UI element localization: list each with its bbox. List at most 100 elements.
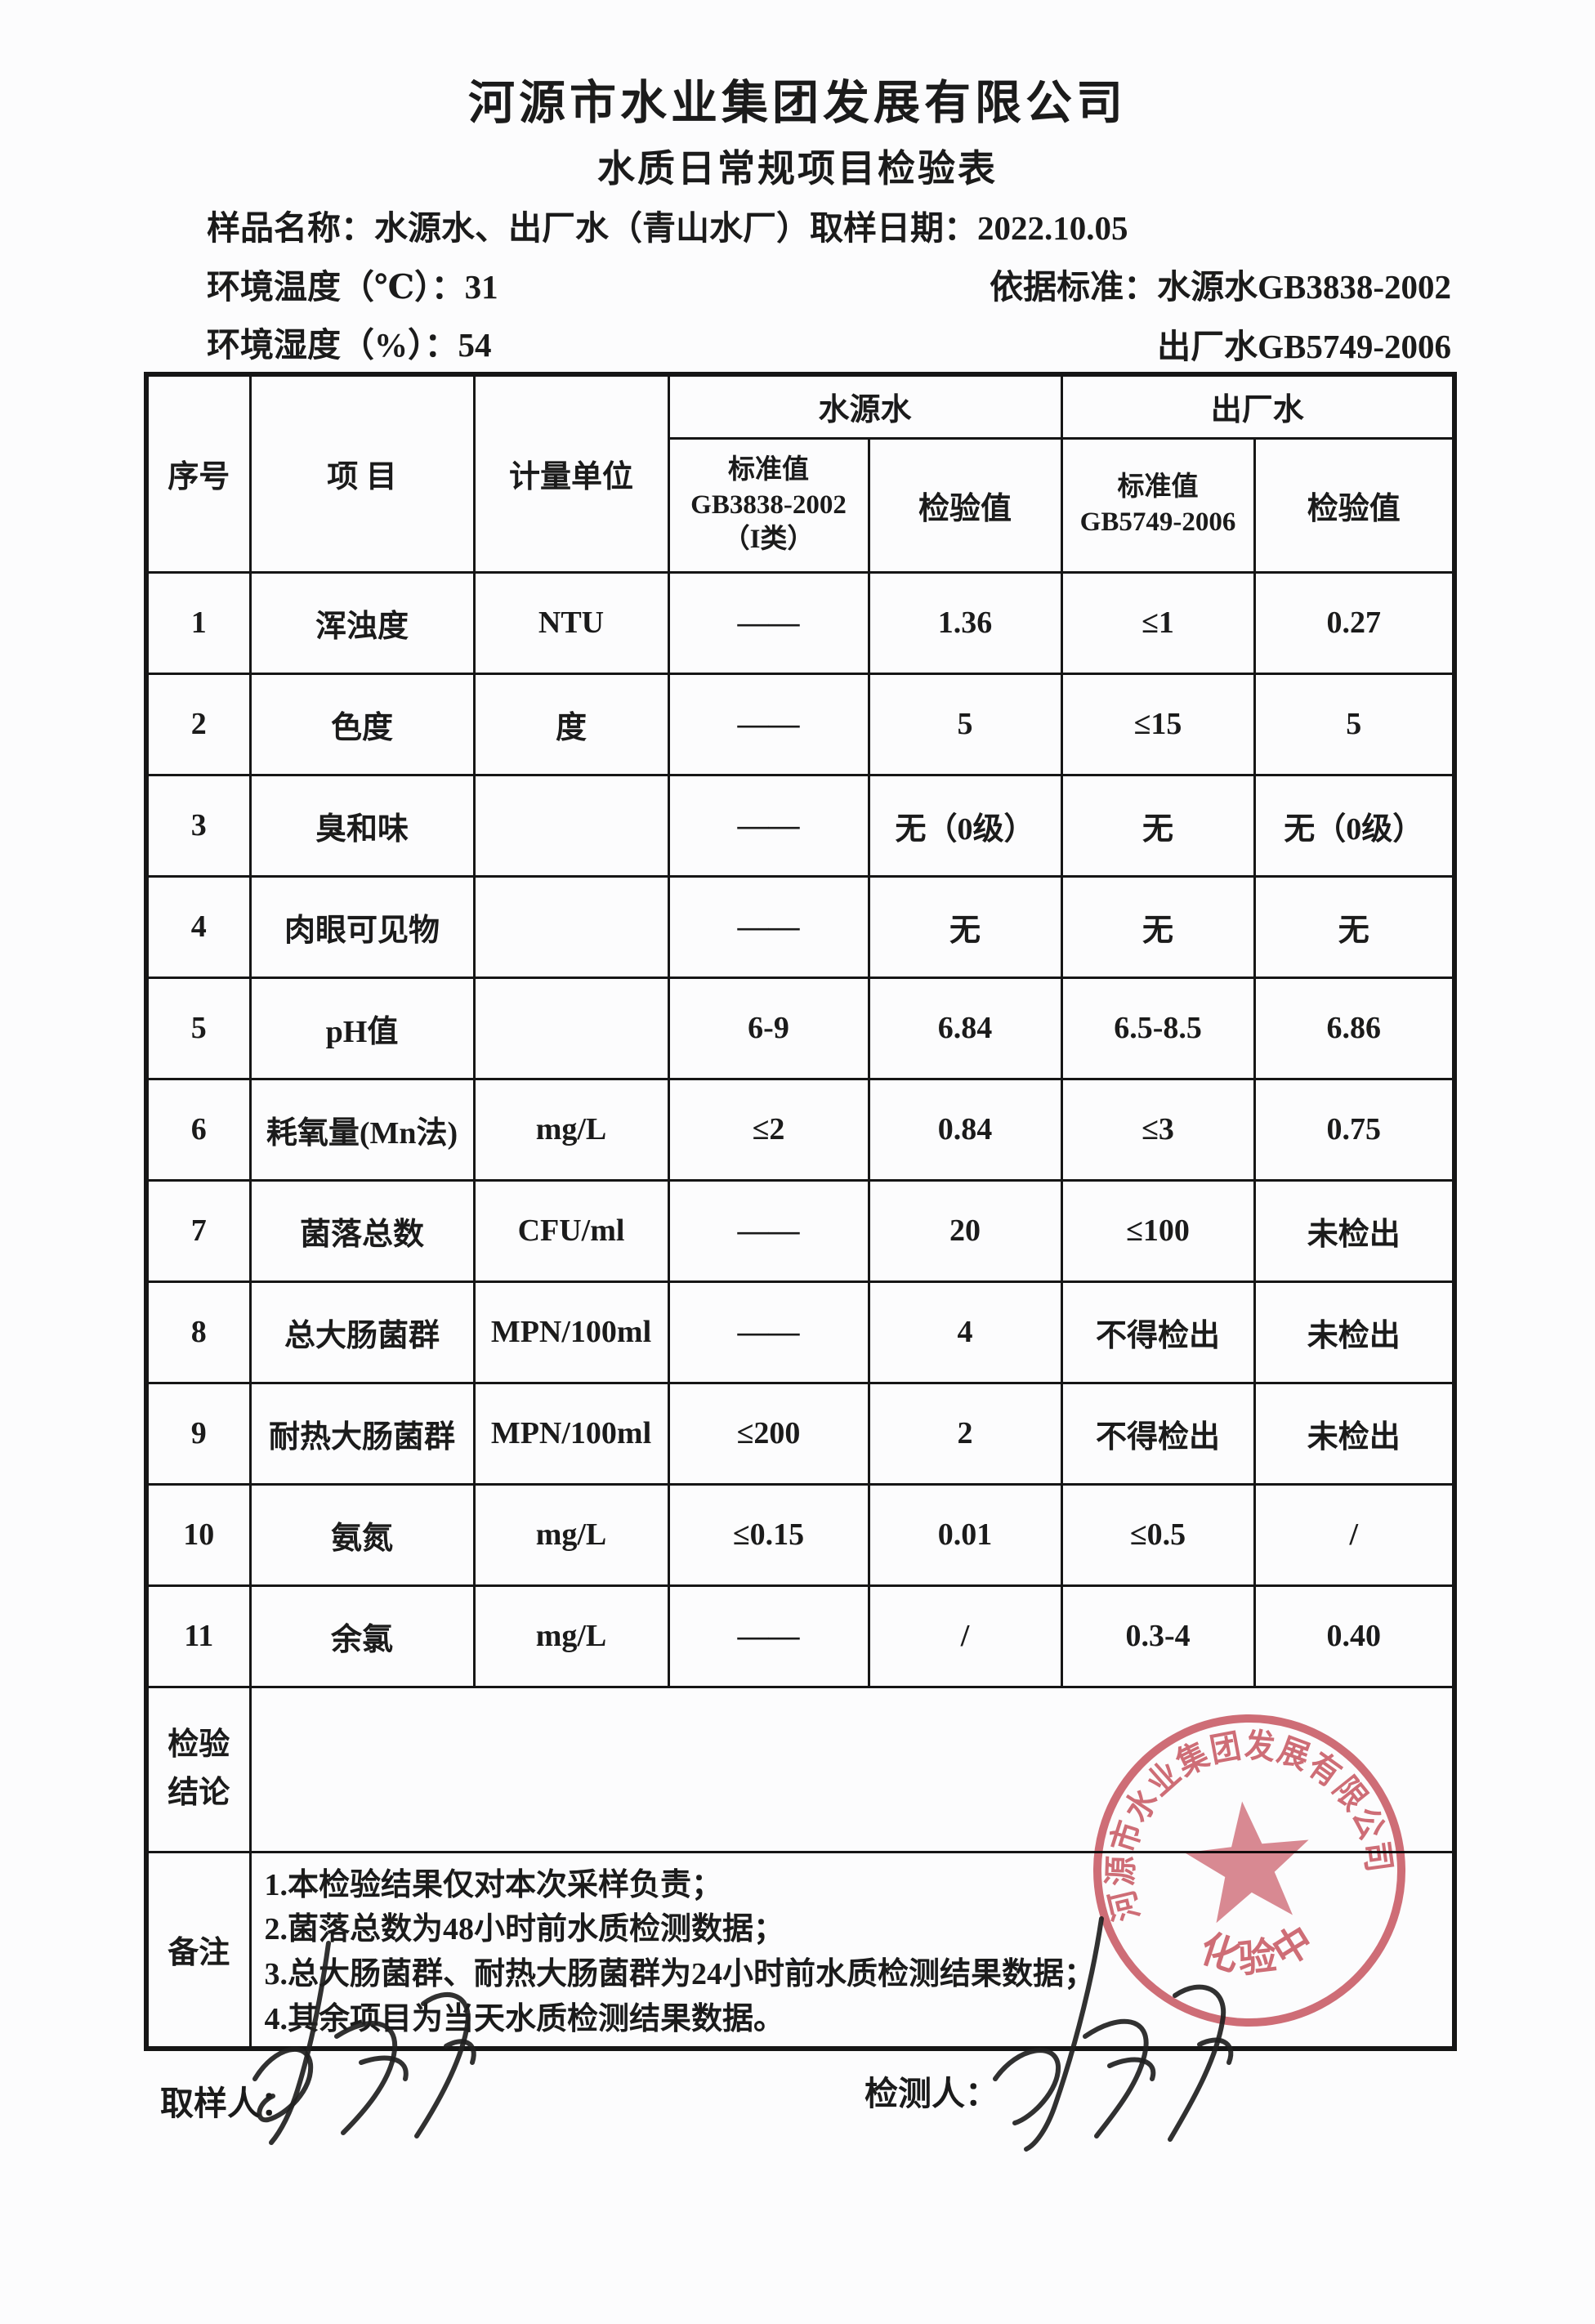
company-seal-stamp: 河源市水业集团发展有限公司 化验中心 [1063,1684,1405,2027]
header-check-outlet: 检验值 [1253,436,1456,574]
table-row: 6 耗氧量(Mn法) mg/L ≤2 0.84 ≤3 0.75 [145,1077,1456,1182]
cell-val2: 无（0级） [1253,773,1456,878]
cell-val1: 0.01 [867,1482,1063,1587]
inspection-table: 序号 项 目 计量单位 水源水 出厂水 标准值 GB3838-2002 （I类）… [144,372,1458,2052]
cell-val2: 未检出 [1253,1280,1456,1384]
tester-signature [993,1916,1234,2152]
cell-seq: 3 [145,773,252,878]
header-group-outlet-water: 出厂水 [1060,373,1456,440]
cell-item: 耗氧量(Mn法) [248,1077,476,1182]
cell-val1: 20 [867,1178,1063,1283]
cell-val2: 5 [1253,672,1456,776]
cell-val1: 无（0级） [867,773,1063,878]
cell-val1: 4 [867,1280,1063,1384]
header-std-source: 标准值 GB3838-2002 （I类） [667,436,870,574]
table-row: 8 总大肠菌群 MPN/100ml —— 4 不得检出 未检出 [145,1280,1456,1384]
humidity-line: 环境湿度（%）：54 [207,317,492,366]
cell-seq: 9 [145,1381,252,1486]
temperature-value: 31 [464,268,498,306]
cell-unit: NTU [472,570,670,675]
conclusion-label-cell: 检验 结论 [145,1685,252,1853]
header-row-groups: 序号 项 目 计量单位 水源水 出厂水 [145,373,1456,574]
cell-unit: mg/L [472,1077,670,1182]
table-body: 1 浑浊度 NTU —— 1.36 ≤1 0.27 2 色度度 —— 5 ≤15 5 3 臭和味 —— 无（0级… [145,570,1456,1688]
cell-std2: ≤1 [1060,570,1256,675]
cell-val2: 0.40 [1253,1584,1456,1688]
remarks-label-cell: 备注 [145,1850,252,2050]
standard-label: 依据标准： [990,268,1158,306]
cell-unit: mg/L [472,1482,670,1587]
std-outlet-line1: 标准值 [1117,472,1199,503]
remark-line-1: 1.本检验结果仅对本次采样负责； [264,1867,723,1902]
standard-outlet-line: 出厂水GB5749-2006 [1157,319,1451,368]
sample-info-line: 样品名称：水源水、出厂水（青山水厂）取样日期：2022.10.05 [207,200,1128,249]
standard-source-water: 水源水GB3838-2002 [1157,268,1451,306]
table-row: 4 肉眼可见物 —— 无无无 [145,874,1456,979]
tester-label: 检测人： [865,2075,999,2112]
cell-seq: 5 [145,976,252,1080]
sample-name-value: 水源水、出厂水（青山水厂） [374,209,810,247]
table-row: 10 氨氮 mg/L ≤0.15 0.01 ≤0.5/ [145,1482,1456,1587]
cell-val1: 0.84 [867,1077,1063,1182]
cell-std1: —— [667,570,870,675]
table-row: 11 余氯 mg/L ——/0.3-4 0.40 [145,1584,1456,1688]
cell-unit: mg/L [472,1584,670,1688]
cell-item: 氨氮 [248,1482,476,1587]
cell-item: 菌落总数 [248,1178,476,1283]
cell-val1: 5 [867,672,1063,776]
standard-outlet-water: 出厂水GB5749-2006 [1157,328,1451,365]
cell-std1: —— [667,1178,870,1283]
cell-std2: 不得检出 [1060,1381,1256,1486]
conclusion-content-cell [248,1685,1456,1853]
cell-unit: MPN/100ml [472,1280,670,1384]
cell-val2: 6.86 [1253,976,1456,1080]
cell-val2: 未检出 [1253,1178,1456,1283]
cell-std2: 无 [1060,773,1256,878]
cell-seq: 1 [145,570,252,675]
cell-unit [472,773,670,878]
temperature-label: 环境温度（℃）： [207,268,465,306]
cell-item: 臭和味 [248,773,476,878]
humidity-label: 环境湿度（%）： [207,326,458,364]
remark-line-3: 3.总大肠菌群、耐热大肠菌群为24小时前水质检测结果数据； [264,1956,1096,1991]
table-row: 9 耐热大肠菌群 MPN/100ml ≤200 2 不得检出 未检出 [145,1381,1456,1486]
conclusion-row: 检验 结论 [145,1685,1456,1853]
cell-item: 耐热大肠菌群 [248,1381,476,1486]
cell-val1: 1.36 [867,570,1063,675]
table-row: 5 pH值 6-9 6.84 6.5-8.5 6.86 [145,976,1456,1080]
remark-line-2: 2.菌落总数为48小时前水质检测数据； [264,1912,785,1947]
company-title: 河源市水业集团发展有限公司 [468,78,1127,129]
sampler-signature [252,1941,476,2145]
cell-val1: 2 [867,1381,1063,1486]
cell-val2: 0.27 [1253,570,1456,675]
header-std-outlet: 标准值 GB5749-2006 [1060,436,1256,574]
conclusion-label-line2: 结论 [168,1776,230,1810]
std-source-line1: 标准值 [728,454,809,485]
cell-std2: 6.5-8.5 [1060,976,1256,1080]
cell-val2: 未检出 [1253,1381,1456,1486]
form-title: 水质日常规项目检验表 [597,148,998,190]
cell-item: 色度 [248,672,476,776]
cell-std1: ≤2 [667,1077,870,1182]
standard-line: 依据标准：水源水GB3838-2002 [990,259,1451,308]
conclusion-label-line1: 检验 [168,1727,230,1763]
cell-item: 总大肠菌群 [248,1280,476,1384]
temperature-line: 环境温度（℃）：31 [207,259,498,308]
cell-std1: —— [667,1280,870,1384]
header-unit: 计量单位 [472,373,670,574]
cell-unit [472,976,670,1080]
std-source-line3: （I类） [722,525,815,555]
table-row: 3 臭和味 —— 无（0级）无无（0级） [145,773,1456,878]
cell-val2: 0.75 [1253,1077,1456,1182]
cell-seq: 7 [145,1178,252,1283]
cell-std2: ≤100 [1060,1178,1256,1283]
cell-seq: 2 [145,672,252,776]
header-item: 项 目 [248,373,476,574]
table-row: 1 浑浊度 NTU —— 1.36 ≤1 0.27 [145,570,1456,675]
cell-unit: 度 [472,672,670,776]
cell-val1: 6.84 [867,976,1063,1080]
std-source-line2: GB3838-2002 [690,489,847,520]
seal-star-icon [1185,1801,1309,1924]
cell-seq: 6 [145,1077,252,1182]
